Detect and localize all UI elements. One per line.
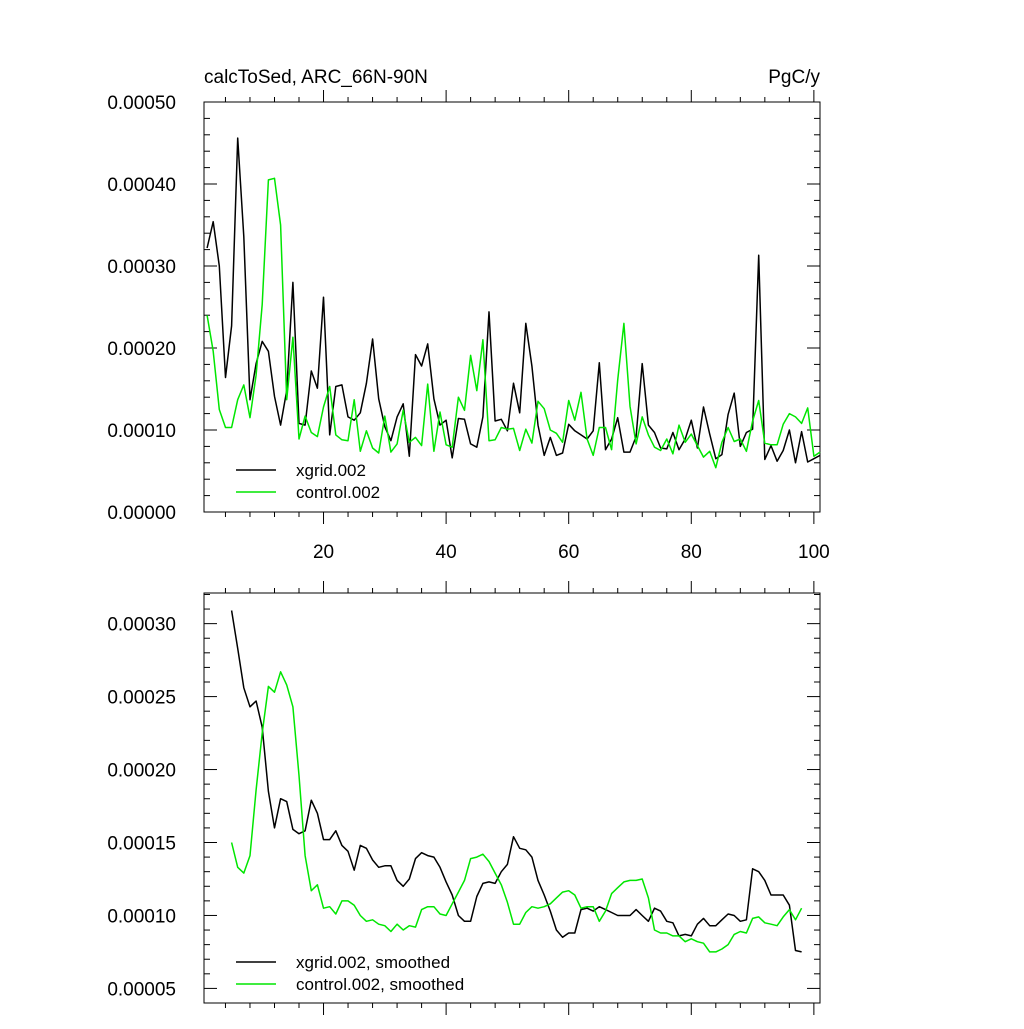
legend-label-control: control.002, smoothed — [296, 975, 464, 994]
y-tick-label: 0.00030 — [107, 257, 176, 278]
y-tick-label: 0.00010 — [107, 421, 176, 442]
legend-label-xgrid: xgrid.002 — [296, 461, 366, 480]
series-line-xgrid — [206, 137, 821, 464]
y-tick-label: 0.00010 — [107, 906, 176, 927]
x-tick-label: 20 — [313, 542, 334, 563]
y-tick-label: 0.00030 — [107, 615, 176, 636]
plot-frame — [203, 592, 821, 1004]
top-panel: 0.00000 0.00010 0.00020 0.00030 0.00040 0.000… — [107, 90, 830, 563]
series-line-xgrid — [230, 610, 802, 953]
legend-label-xgrid: xgrid.002, smoothed — [296, 953, 450, 972]
y-tick-label: 0.00005 — [107, 979, 176, 1000]
series-line-control — [230, 671, 803, 953]
y-tick-label: 0.00025 — [107, 688, 176, 709]
y-tick-label: 0.00000 — [107, 503, 176, 524]
y-tick-label: 0.00020 — [107, 339, 176, 360]
units-label: PgC/y — [768, 67, 820, 88]
series-line-control — [206, 177, 821, 469]
y-tick-label: 0.00015 — [107, 834, 176, 855]
legend-label-control: control.002 — [296, 483, 380, 502]
plot-frame — [203, 101, 821, 513]
x-tick-label: 60 — [558, 542, 579, 563]
x-tick-label: 40 — [436, 542, 457, 563]
y-tick-label: 0.00040 — [107, 175, 176, 196]
x-tick-label: 100 — [798, 542, 830, 563]
x-tick-label: 80 — [681, 542, 702, 563]
y-tick-label: 0.00020 — [107, 761, 176, 782]
bottom-panel: 0.00005 0.00010 0.00015 0.00020 0.00025 0.000… — [107, 581, 821, 1015]
chart-title: calcToSed, ARC_66N-90N — [204, 67, 428, 88]
y-tick-label: 0.00050 — [107, 93, 176, 114]
